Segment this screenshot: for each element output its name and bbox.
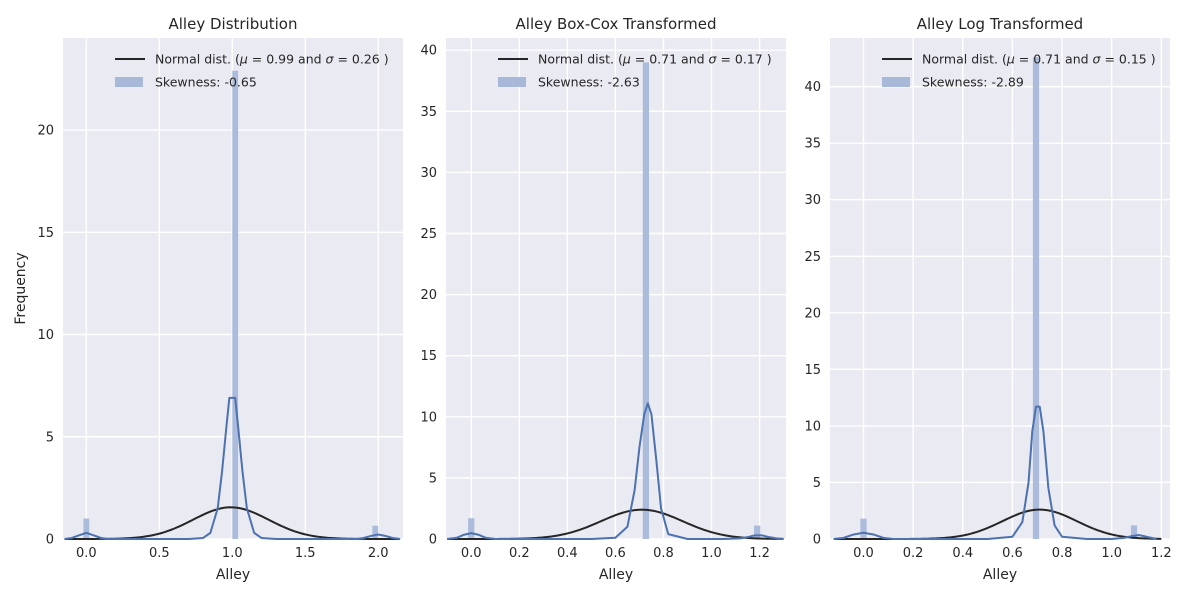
chart-panel-3: 0.0 0.2 0.4 0.6 0.8 1.0 1.2 0 5 10 15 20 25 30 35 40 All… xyxy=(804,15,1171,583)
y-tick-label: 0 xyxy=(813,533,821,548)
x-tick-label: 0.4 xyxy=(952,546,973,561)
legend-label-part: σ xyxy=(1093,52,1102,67)
legend-bar-swatch xyxy=(115,77,143,87)
y-tick-label: 35 xyxy=(804,137,821,152)
kde-line xyxy=(447,402,784,540)
legend: Normal dist. (μ = 0.71 and σ = 0.15 ) Ske… xyxy=(882,52,1156,90)
histogram-bar xyxy=(1032,57,1040,539)
y-tick-label: 40 xyxy=(804,80,821,95)
y-tick-label: 30 xyxy=(804,193,821,208)
y-tick-label: 5 xyxy=(813,476,821,491)
chart-title: Alley Distribution xyxy=(169,15,298,33)
x-tick-label: 0.8 xyxy=(653,546,674,561)
y-axis-label: Frequency xyxy=(13,252,29,324)
legend-skewness-label: Skewness: -0.65 xyxy=(155,75,257,90)
legend-bar-swatch xyxy=(498,77,526,87)
y-tick-label: 10 xyxy=(804,419,821,434)
histogram-bar xyxy=(232,70,239,539)
chart-panel-1: 0.0 0.5 1.0 1.5 2.0 0 5 10 15 20 Alley Distributio… xyxy=(13,15,403,583)
x-tick-label: 0.2 xyxy=(903,546,924,561)
histogram-bar xyxy=(642,62,650,539)
legend-label-part: = 0.26 ) xyxy=(333,52,388,67)
x-tick-label: 0.6 xyxy=(1002,546,1023,561)
y-tick-label: 15 xyxy=(420,349,437,364)
chart-title: Alley Log Transformed xyxy=(917,15,1083,33)
histogram-bar xyxy=(372,525,379,539)
x-tick-label: 1.5 xyxy=(295,546,316,561)
x-tick-label: 0.0 xyxy=(853,546,874,561)
legend-label-part: μ xyxy=(622,52,631,67)
y-tick-label: 20 xyxy=(420,288,437,303)
y-tick-label: 15 xyxy=(804,363,821,378)
histogram-bar xyxy=(83,518,90,539)
y-tick-label: 25 xyxy=(420,227,437,242)
legend-label-part: = 0.71 and xyxy=(631,52,709,67)
x-tick-label: 1.0 xyxy=(1101,546,1122,561)
legend-label-part: = 0.15 ) xyxy=(1100,52,1155,67)
y-tick-label: 5 xyxy=(429,471,437,486)
chart-title: Alley Box-Cox Transformed xyxy=(516,15,717,33)
y-tick-label: 15 xyxy=(37,226,54,241)
legend-label-part: Normal dist. ( xyxy=(538,52,623,67)
x-tick-label: 1.2 xyxy=(749,546,770,561)
legend: Normal dist. (μ = 0.99 and σ = 0.26 ) Ske… xyxy=(115,52,389,90)
kde-line xyxy=(833,405,1157,540)
histogram-bar xyxy=(754,525,761,539)
x-tick-label: 1.2 xyxy=(1151,546,1172,561)
histogram-bar xyxy=(860,518,867,539)
y-tick-label: 0 xyxy=(429,533,437,548)
x-axis-label: Alley xyxy=(983,567,1017,583)
x-tick-label: 0.2 xyxy=(509,546,530,561)
legend-label-part: Normal dist. ( xyxy=(922,52,1007,67)
x-tick-label: 2.0 xyxy=(368,546,389,561)
y-tick-label: 10 xyxy=(37,328,54,343)
x-tick-label: 1.0 xyxy=(222,546,243,561)
legend-label-part: Normal dist. ( xyxy=(155,52,240,67)
x-tick-label: 0.5 xyxy=(149,546,170,561)
x-tick-label: 0.6 xyxy=(605,546,626,561)
y-tick-label: 20 xyxy=(804,306,821,321)
y-tick-label: 35 xyxy=(420,105,437,120)
x-tick-label: 1.0 xyxy=(701,546,722,561)
legend-label-part: σ xyxy=(326,52,335,67)
legend-label-part: = 0.71 and xyxy=(1015,52,1093,67)
legend-bar-swatch xyxy=(882,77,910,87)
x-axis-label: Alley xyxy=(599,567,633,583)
legend-normal-label: Normal dist. (μ = 0.71 and σ = 0.17 ) xyxy=(538,52,772,67)
legend-skewness-label: Skewness: -2.89 xyxy=(922,75,1024,90)
x-tick-label: 0.4 xyxy=(557,546,578,561)
y-tick-label: 5 xyxy=(46,430,54,445)
legend-label-part: μ xyxy=(1006,52,1015,67)
y-tick-label: 10 xyxy=(420,410,437,425)
x-axis-label: Alley xyxy=(216,567,250,583)
y-tick-label: 30 xyxy=(420,166,437,181)
legend-label-part: σ xyxy=(709,52,718,67)
legend-normal-label: Normal dist. (μ = 0.71 and σ = 0.15 ) xyxy=(922,52,1156,67)
y-tick-label: 20 xyxy=(37,124,54,139)
x-tick-label: 0.8 xyxy=(1052,546,1073,561)
histogram-bar xyxy=(468,518,475,539)
chart-panel-2: 0.0 0.2 0.4 0.6 0.8 1.0 1.2 0 5 10 15 20 25 30 35 40 All… xyxy=(420,15,786,583)
histogram-bar xyxy=(1130,525,1138,539)
legend-label-part: = 0.99 and xyxy=(248,52,326,67)
legend-label-part: = 0.17 ) xyxy=(716,52,771,67)
x-tick-label: 0.0 xyxy=(76,546,97,561)
x-tick-label: 0.0 xyxy=(461,546,482,561)
kde-line xyxy=(64,396,401,540)
legend-skewness-label: Skewness: -2.63 xyxy=(538,75,640,90)
legend: Normal dist. (μ = 0.71 and σ = 0.17 ) Ske… xyxy=(498,52,772,90)
legend-label-part: μ xyxy=(239,52,248,67)
y-tick-label: 25 xyxy=(804,250,821,265)
y-tick-label: 0 xyxy=(46,533,54,548)
y-tick-label: 40 xyxy=(420,44,437,59)
legend-normal-label: Normal dist. (μ = 0.99 and σ = 0.26 ) xyxy=(155,52,389,67)
plot-area xyxy=(830,38,1170,539)
